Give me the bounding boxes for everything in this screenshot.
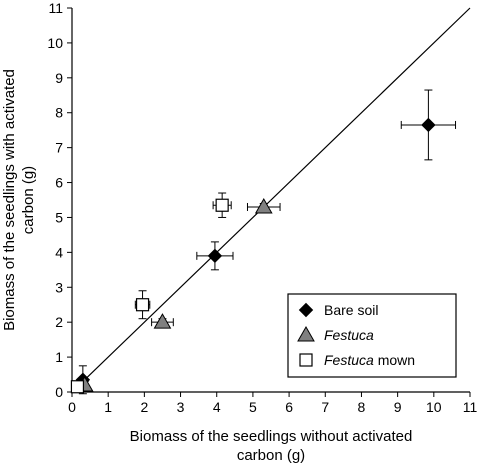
legend-label: Bare soil: [324, 302, 378, 318]
y-tick-label: 9: [55, 70, 63, 86]
y-tick-label: 2: [55, 314, 63, 330]
x-tick-label: 8: [358, 399, 366, 415]
y-tick-label: 3: [55, 279, 63, 295]
y-tick-label: 4: [55, 244, 63, 260]
axes: [67, 7, 471, 397]
y-tick-label: 11: [48, 0, 63, 16]
x-tick-label: 0: [68, 399, 76, 415]
data-point: [254, 197, 273, 214]
data-point: [70, 380, 85, 394]
y-tick-label: 1: [55, 349, 63, 365]
legend-label: Festuca: [324, 327, 374, 343]
legend: Bare soil Festuca Festuca mown: [287, 293, 457, 378]
y-tick-label: 0: [55, 384, 63, 400]
series-festuca: [75, 197, 281, 392]
legend-marker: [297, 325, 315, 342]
axis-labels: Biomass of the seedlings without activat…: [1, 69, 412, 464]
data-point: [215, 198, 229, 212]
x-tick-label: 7: [321, 399, 329, 415]
y-tick-label: 8: [55, 105, 63, 121]
reference-line: [71, 7, 471, 393]
data-point: [421, 117, 436, 133]
legend-label: Festuca mown: [324, 352, 415, 368]
data-point: [207, 248, 223, 264]
y-tick-label: 6: [55, 175, 63, 191]
x-axis-label: Biomass of the seedlings without activat…: [130, 428, 413, 464]
reference-line-layer: [71, 7, 471, 393]
y-tick-label: 7: [55, 140, 63, 156]
data-point: [153, 313, 172, 329]
x-tick-label: 11: [463, 399, 478, 415]
legend-marker: [299, 353, 313, 367]
data-point: [135, 298, 150, 312]
x-tick-label: 6: [285, 399, 293, 415]
y-tick-label: 5: [55, 209, 63, 225]
x-tick-label: 4: [213, 399, 221, 415]
y-axis-label: Biomass of the seedlings with activated c…: [1, 69, 37, 331]
data-points: [70, 89, 457, 395]
x-tick-label: 1: [104, 399, 112, 415]
tick-labels: 0 1 2 3 4 5 6 7 8 9 10 11 0 1 2 3 4 5 6 7 8 9 10 11: [47, 0, 477, 415]
x-tick-label: 10: [426, 399, 442, 415]
x-tick-label: 2: [140, 399, 148, 415]
y-tick-label: 10: [47, 35, 63, 51]
x-tick-label: 9: [394, 399, 402, 415]
legend-box: [287, 293, 457, 378]
x-tick-label: 3: [177, 399, 185, 415]
legend-marker: [298, 302, 314, 318]
x-tick-label: 5: [249, 399, 257, 415]
series-festuca-mown: [70, 192, 232, 394]
